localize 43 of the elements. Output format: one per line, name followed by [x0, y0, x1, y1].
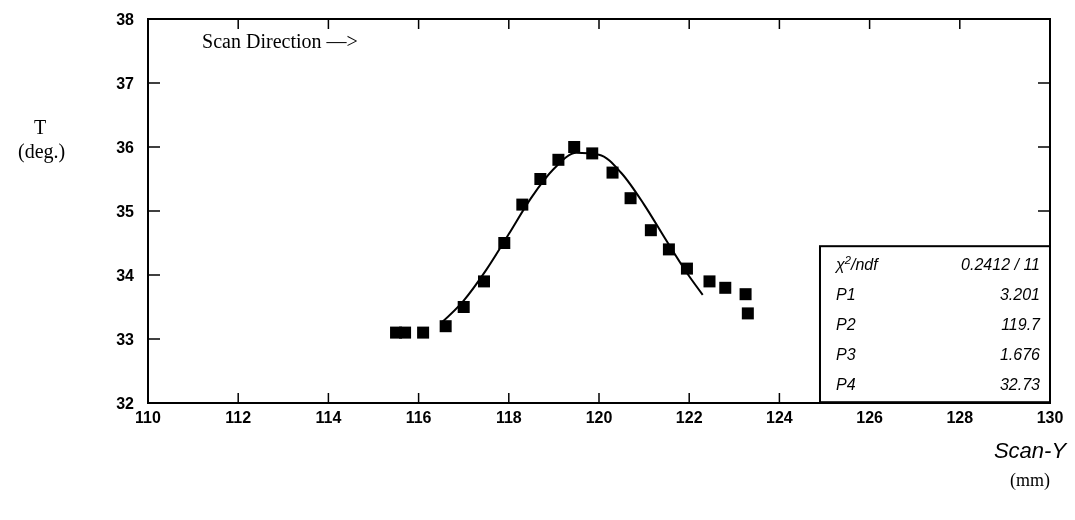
annotation: 0.2412 / 11	[961, 256, 1040, 274]
point	[703, 275, 716, 288]
point	[739, 288, 752, 301]
x-tick-label: 130	[1036, 409, 1064, 426]
x-tick-label: 110	[135, 409, 162, 426]
annotation: 1.676	[999, 346, 1041, 364]
point	[644, 224, 657, 237]
y-tick-label: 32	[116, 395, 135, 412]
y-tick-label: 37	[116, 75, 135, 92]
x-tick-label: 116	[405, 409, 432, 426]
annotation: P1	[835, 286, 856, 304]
point	[439, 320, 452, 333]
annotation: 119.7	[1001, 316, 1042, 334]
annotation: Scan Direction —>	[202, 29, 358, 52]
x-tick-label: 112	[225, 409, 252, 426]
point	[568, 141, 581, 153]
y-tick-label: 34	[116, 267, 135, 284]
annotation: 3.201	[999, 286, 1040, 304]
point	[417, 326, 430, 339]
y-tick-label: 33	[116, 331, 135, 348]
point	[741, 307, 754, 320]
x-axis-title: Scan-Y (mm)	[993, 438, 1068, 491]
x-tick-label: 120	[585, 409, 613, 426]
annotation: P4	[835, 376, 856, 394]
annotation: P3	[835, 346, 856, 364]
x-tick-label: 118	[495, 409, 522, 426]
annotation: P2	[835, 316, 856, 334]
point	[606, 166, 619, 179]
annotation: 32.73	[999, 376, 1041, 394]
point	[719, 281, 732, 294]
y-tick-label: 36	[116, 139, 135, 156]
point	[624, 192, 637, 205]
point	[457, 301, 470, 313]
annotation: χ$^{2}$/ndf	[833, 254, 880, 274]
x-tick-label: 122	[675, 409, 703, 426]
point	[399, 326, 412, 339]
x-tick-label: 126	[856, 409, 884, 426]
y-tick-label: 38	[116, 11, 135, 28]
y-tick-label: 35	[116, 203, 135, 220]
x-tick-label: 114	[315, 409, 342, 426]
y-axis-title: T (deg.)	[18, 116, 66, 164]
x-tick-label: 128	[946, 409, 974, 426]
x-tick-label: 124	[766, 409, 793, 426]
